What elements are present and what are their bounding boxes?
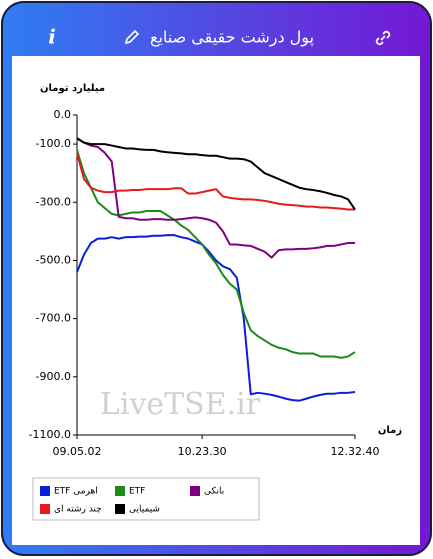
x-tick-label: 09.05.02 xyxy=(53,445,102,458)
watermark: LiveTSE.ir xyxy=(100,387,261,422)
legend-swatch xyxy=(190,486,200,496)
y-tick-label: -300.0 xyxy=(36,195,71,208)
y-tick-label: 0.0 xyxy=(54,108,72,121)
series-line xyxy=(76,137,355,259)
legend-label: شیمیایی xyxy=(129,505,160,515)
y-tick-label: -100.0 xyxy=(36,137,71,150)
y-tick-label: -500.0 xyxy=(36,253,71,266)
legend-label: چند رشته ای xyxy=(54,505,102,515)
x-tick-label: 10.23.30 xyxy=(178,445,227,458)
card-body xyxy=(12,56,420,545)
y-tick-label: -700.0 xyxy=(36,312,71,325)
series-line xyxy=(76,137,356,211)
y-tick-label: -900.0 xyxy=(36,370,71,383)
link-icon[interactable] xyxy=(375,30,391,46)
edit-icon[interactable] xyxy=(124,29,140,45)
link xyxy=(375,30,391,46)
series-line xyxy=(76,152,355,211)
series-line xyxy=(76,234,356,402)
x-axis-label: زمان xyxy=(378,425,402,436)
legend-label: بانکی xyxy=(204,487,224,497)
plot: 0.0 -100.0 -300.0 -500.0 -700.0 -900.0 -1100.0… xyxy=(29,108,380,515)
series-line xyxy=(76,149,356,359)
legend-swatch xyxy=(40,504,50,514)
legend-swatch xyxy=(115,504,125,514)
legend-label: ETF اهرمی xyxy=(54,487,98,497)
header-title: پول درشت حقیقی صنایع xyxy=(150,28,314,48)
y-tick-label: -1100.0 xyxy=(29,428,71,441)
legend-swatch xyxy=(40,486,50,496)
legend-label: ETF xyxy=(129,487,145,497)
pencil xyxy=(124,29,140,45)
info-icon[interactable]: i xyxy=(48,25,56,49)
legend-swatch xyxy=(115,486,125,496)
legend-box xyxy=(32,477,260,521)
y-axis-label: میلیارد تومان xyxy=(40,83,105,94)
x-tick-label: 12.32.40 xyxy=(331,445,380,458)
